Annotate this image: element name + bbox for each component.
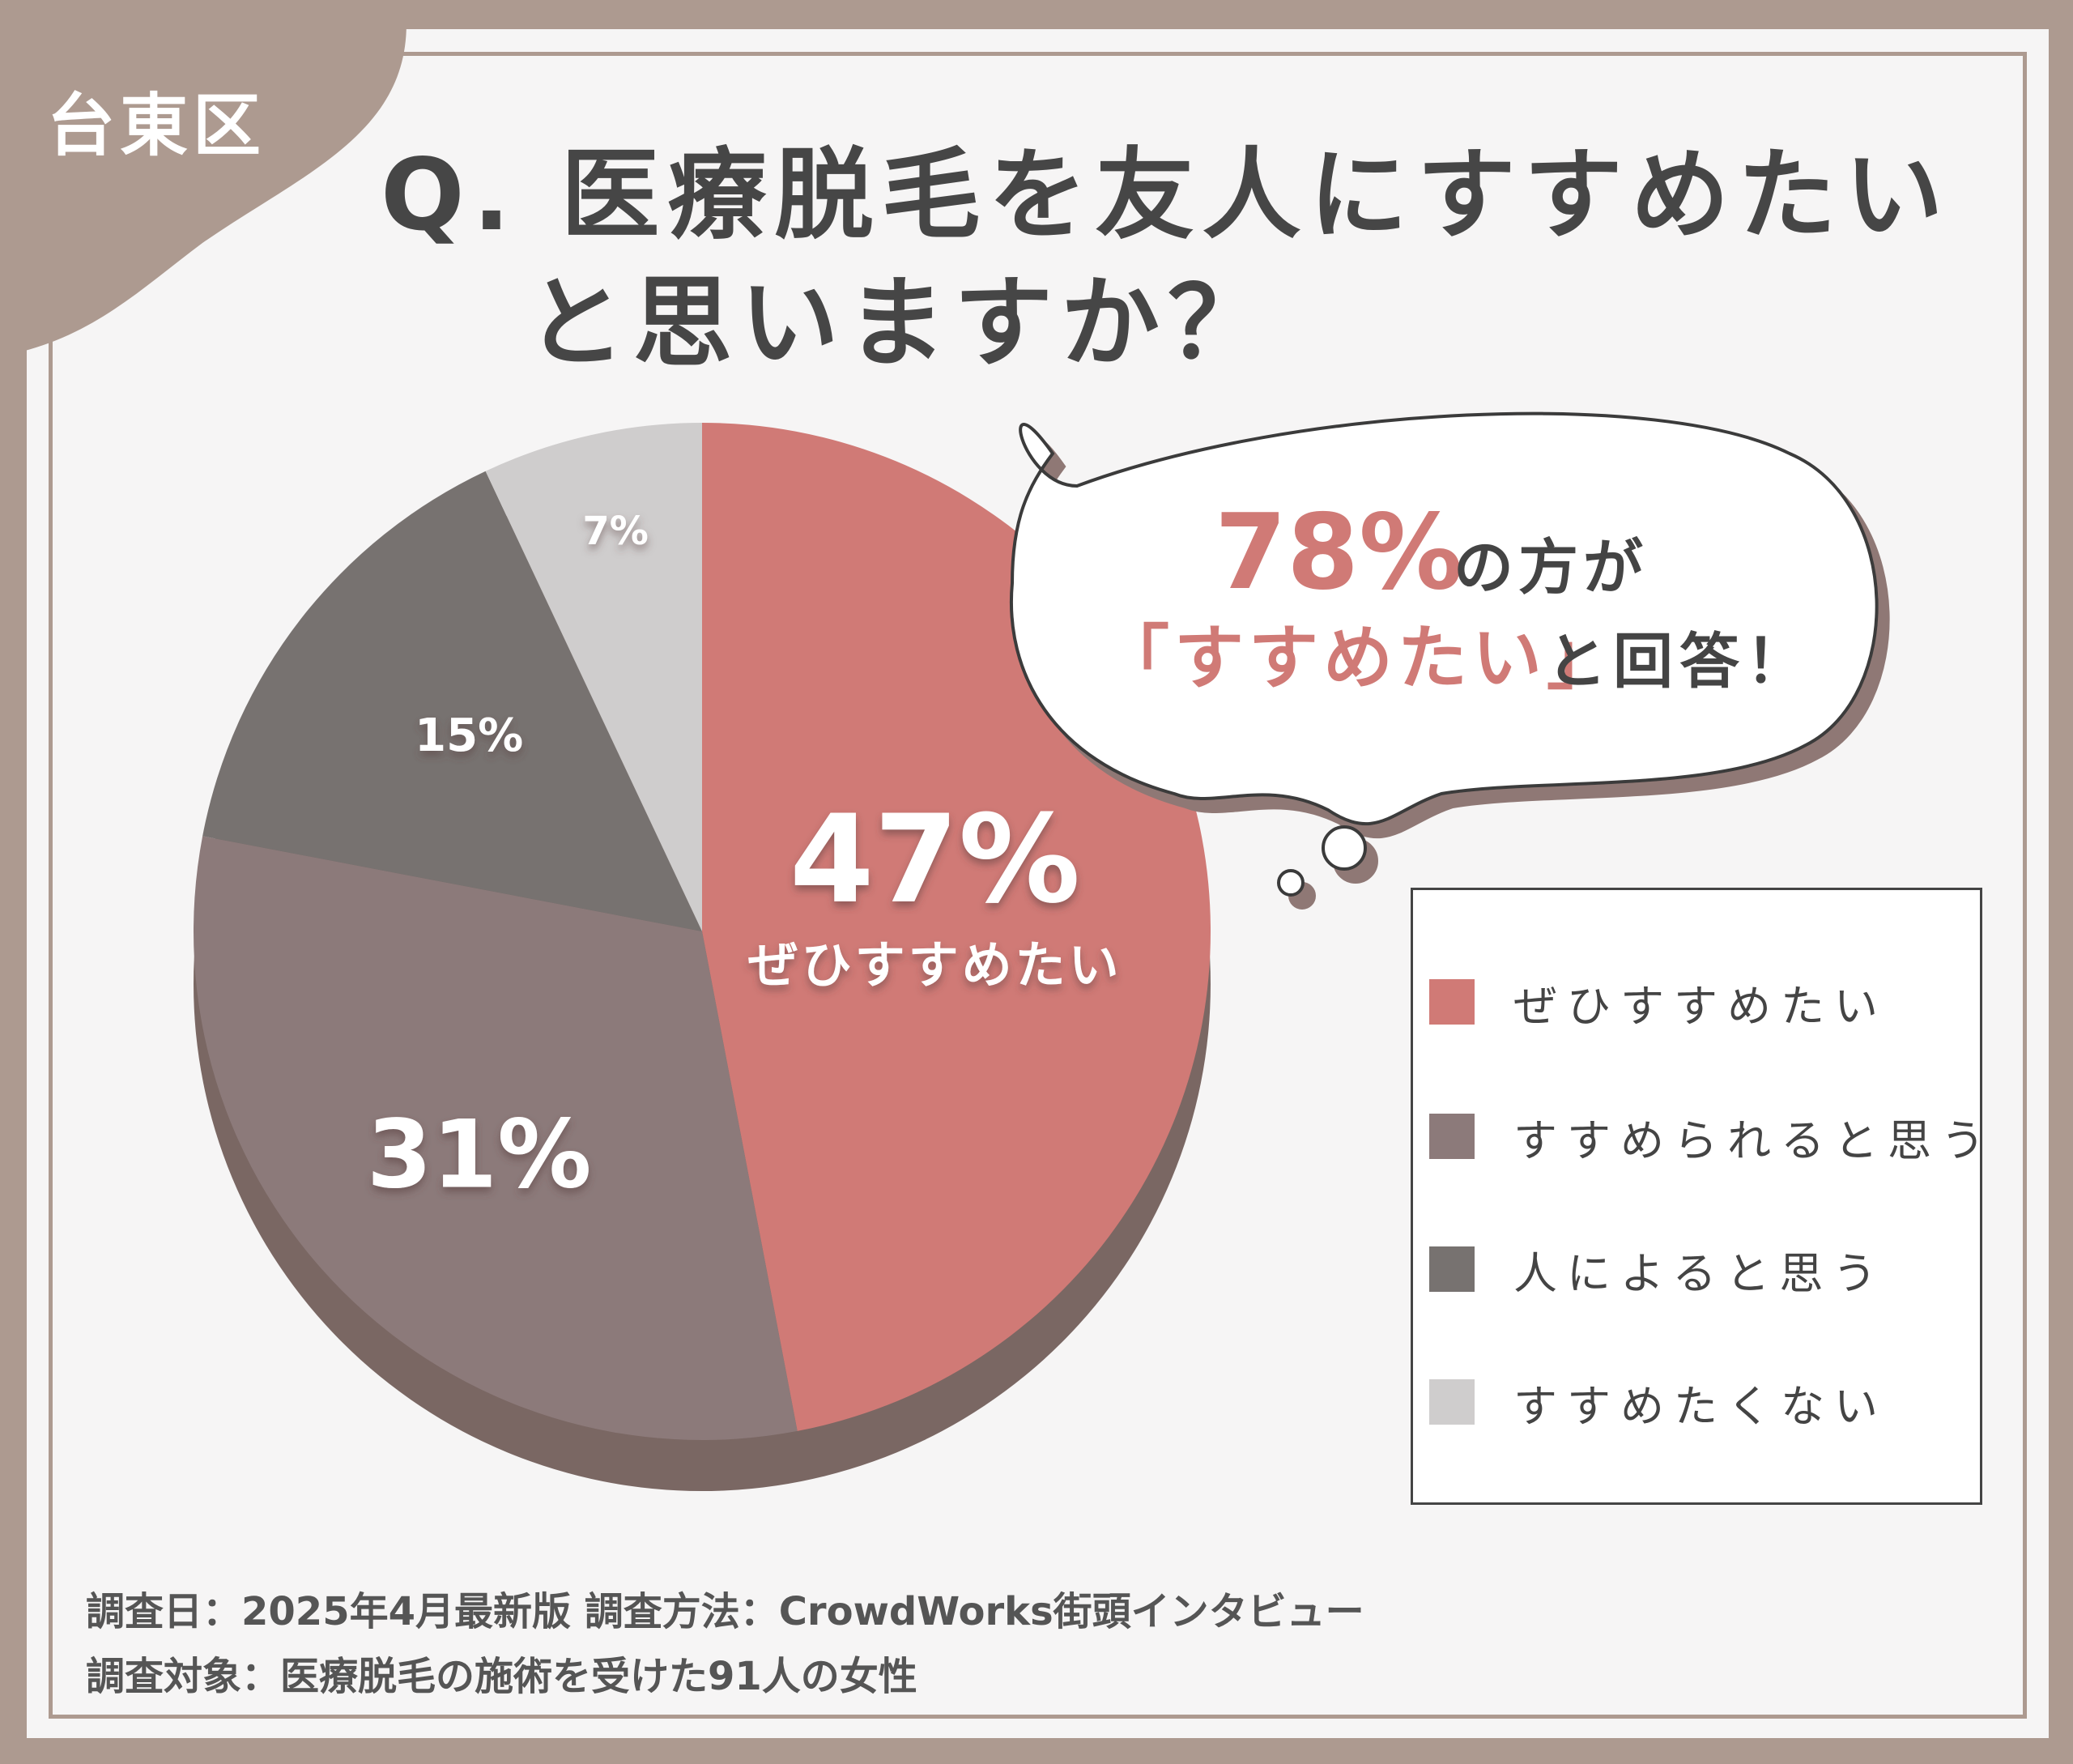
chart-legend: ぜひすすめたい すすめられると思う 人によると思う すすめたくない	[1411, 888, 1985, 1505]
slice-susumetakunai	[485, 423, 702, 931]
bubble-suffix: の方が	[1454, 533, 1648, 603]
ward-label: 台東区	[47, 86, 266, 165]
label-percent-47: 47%	[790, 790, 1080, 931]
label-percent-7: 7%	[582, 509, 649, 554]
legend-item: ぜひすすめたい	[1429, 978, 1888, 1032]
survey-info-line-2: 調査対象：医療脱毛の施術を受けた91人の女性	[86, 1654, 917, 1699]
legend-label: すすめられると思う	[1513, 1114, 1994, 1166]
inner-border	[49, 52, 2027, 1719]
label-percent-15: 15%	[415, 709, 523, 762]
legend-swatch	[1429, 1114, 1475, 1159]
bubble-quote: 「すすめたい」	[1100, 618, 1621, 699]
legend-swatch	[1429, 979, 1475, 1025]
legend-label: 人によると思う	[1513, 1247, 1887, 1299]
legend-swatch	[1429, 1379, 1475, 1425]
label-caption-zehi-susumetai: ぜひすすめたい	[748, 935, 1122, 995]
legend-swatch	[1429, 1246, 1475, 1292]
title-line-1: Q. 医療脱毛を友人にすすめたい	[381, 138, 1952, 253]
ward-tab-shape	[0, 0, 407, 356]
thought-bubble	[1010, 411, 1879, 897]
slice-hito-ni-yoru	[202, 471, 703, 931]
legend-label: すすめたくない	[1513, 1380, 1888, 1432]
label-percent-31: 31%	[367, 1100, 592, 1209]
title-line-2: と思いますか？	[526, 266, 1275, 381]
legend-item: 人によると思う	[1429, 1245, 1886, 1299]
bubble-percent: 78%	[1215, 492, 1462, 613]
legend-label: ぜひすすめたい	[1513, 980, 1888, 1032]
survey-info-line-1: 調査日：2025年4月最新版 調査方法：CrowdWorks街頭インタビュー	[86, 1589, 1364, 1634]
legend-item: すすめられると思う	[1429, 1112, 1994, 1166]
slice-susumerareru	[193, 836, 798, 1440]
legend-item: すすめたくない	[1429, 1378, 1888, 1432]
bubble-tail: と回答！	[1547, 627, 1812, 697]
